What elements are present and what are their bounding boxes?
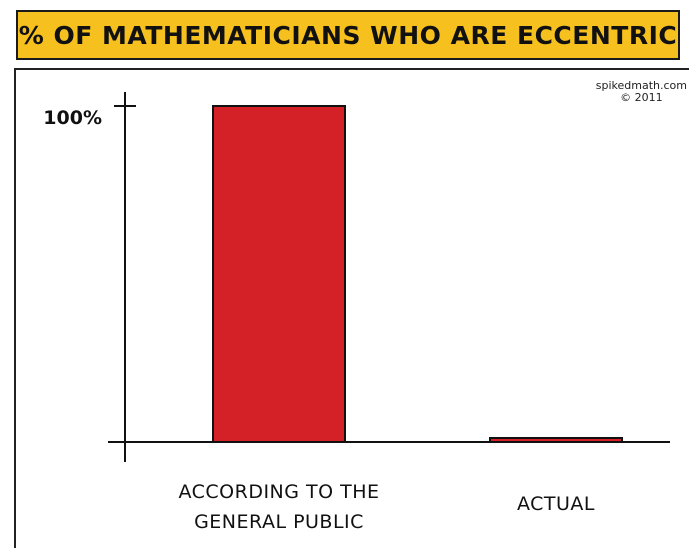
comic-panel bbox=[14, 68, 689, 548]
bar-chart: 100% ACCORDING TO THE GENERAL PUBLIC ACTUA… bbox=[43, 92, 670, 533]
category-label-0-0: ACCORDING TO THE bbox=[178, 481, 379, 503]
category-label-0-1: GENERAL PUBLIC bbox=[194, 511, 364, 533]
title-banner: % OF MATHEMATICIANS WHO ARE ECCENTRIC bbox=[16, 10, 680, 60]
chart-title: % OF MATHEMATICIANS WHO ARE ECCENTRIC bbox=[18, 20, 678, 50]
category-labels: ACCORDING TO THE GENERAL PUBLIC ACTUAL bbox=[178, 481, 595, 533]
credit: spikedmath.com © 2011 bbox=[596, 80, 687, 104]
bar-0 bbox=[212, 105, 346, 443]
bar-1 bbox=[489, 437, 623, 443]
credit-site: spikedmath.com bbox=[595, 79, 687, 92]
category-label-1-0: ACTUAL bbox=[517, 493, 595, 515]
bars-group bbox=[212, 105, 623, 443]
credit-year: © 2011 bbox=[620, 91, 663, 104]
y-tick-label: 100% bbox=[43, 107, 102, 129]
